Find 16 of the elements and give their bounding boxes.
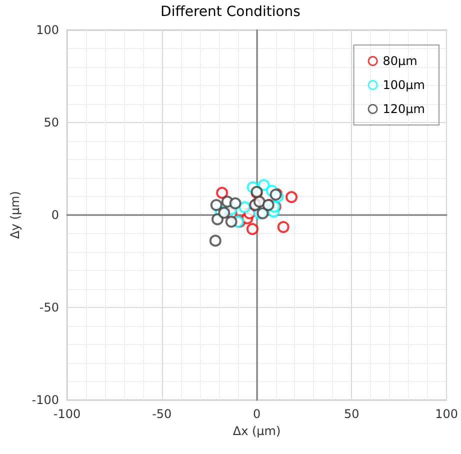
legend-label: 100μm [382,78,426,92]
legend-label: 120μm [382,102,426,116]
x-tick-label: 50 [344,407,360,421]
x-tick-label: -50 [152,407,172,421]
x-tick-label: 100 [435,407,458,421]
x-axis-title: Δx (μm) [232,424,281,438]
y-tick-label: -50 [39,300,59,314]
x-tick-label: -100 [53,407,81,421]
y-axis-title: Δy (μm) [8,191,22,239]
y-tick-label: 100 [36,23,59,37]
y-tick-label: -100 [32,393,59,407]
y-tick-label: 50 [44,116,59,130]
legend-label: 80μm [382,54,418,68]
y-tick-label: 0 [51,208,59,222]
x-tick-label: 0 [252,407,261,421]
chart-title: Different Conditions [160,4,300,20]
